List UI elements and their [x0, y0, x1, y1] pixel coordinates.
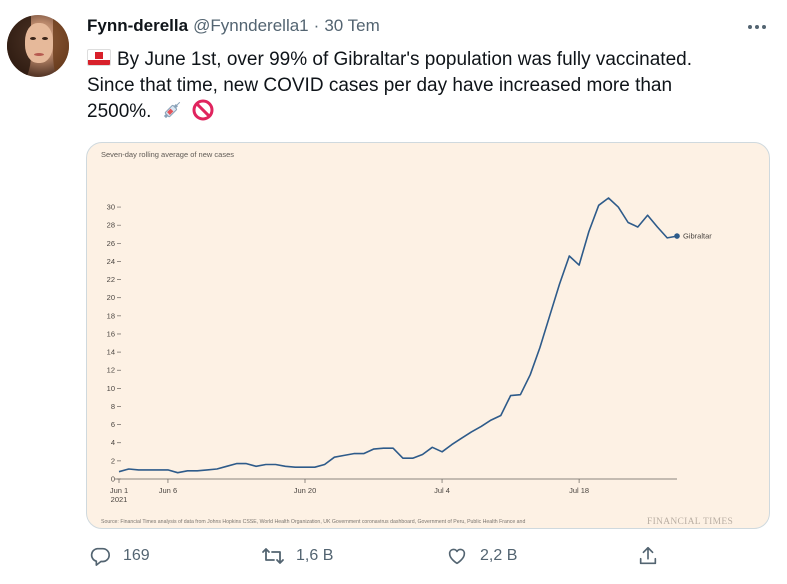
prohibited-icon: [192, 99, 214, 129]
ft-brand: FINANCIAL TIMES: [647, 517, 733, 527]
y-tick-label: 8: [111, 402, 115, 411]
tweet-text: By June 1st, over 99% of Gibraltar's pop…: [87, 47, 767, 129]
syringe-icon: [161, 99, 183, 129]
x-axis: Jun 1 Jun 6 Jun 20 Jul 4 Jul 18 2021: [110, 479, 589, 504]
tweet-actions: 169 1,6 B 2,2 B: [87, 540, 767, 572]
x-tick-label: Jun 1: [110, 486, 128, 495]
chart-source: Source: Financial Times analysis of data…: [101, 519, 525, 525]
more-icon: [748, 25, 752, 29]
like-icon: [444, 543, 470, 569]
user-handle[interactable]: @Fynnderella1: [193, 16, 309, 35]
y-tick-label: 0: [111, 475, 115, 484]
tweet-text-line1: By June 1st, over 99% of Gibraltar's pop…: [117, 49, 692, 70]
series-label-gibraltar: Gibraltar: [683, 232, 712, 241]
tweet-time[interactable]: 30 Tem: [324, 16, 380, 35]
like-button[interactable]: 2,2 B: [444, 540, 517, 572]
y-tick-label: 22: [107, 275, 115, 284]
more-options-button[interactable]: [742, 12, 772, 42]
y-tick-label: 18: [107, 311, 115, 320]
y-tick-label: 12: [107, 366, 115, 375]
avatar[interactable]: [7, 15, 69, 77]
y-tick-label: 28: [107, 221, 115, 230]
reply-count: 169: [123, 547, 150, 564]
x-tick-label: Jun 20: [294, 486, 317, 495]
retweet-count: 1,6 B: [296, 547, 334, 564]
x-tick-label: Jul 4: [434, 486, 450, 495]
chart-title: Seven-day rolling average of new cases: [101, 150, 234, 159]
share-button[interactable]: [635, 540, 661, 572]
retweet-button[interactable]: 1,6 B: [260, 540, 333, 572]
y-tick-label: 14: [107, 348, 115, 357]
y-tick-label: 30: [107, 203, 115, 212]
x-tick-label: Jun 6: [159, 486, 177, 495]
y-tick-label: 26: [107, 239, 115, 248]
tweet-text-line3: 2500%.: [87, 101, 152, 122]
y-tick-label: 10: [107, 384, 115, 393]
y-tick-label: 24: [107, 257, 115, 266]
x-year-label: 2021: [111, 495, 128, 504]
series-end-point: [674, 233, 680, 239]
like-count: 2,2 B: [480, 547, 518, 564]
line-chart: Seven-day rolling average of new cases 0…: [101, 150, 733, 527]
y-tick-label: 16: [107, 329, 115, 338]
y-tick-label: 20: [107, 293, 115, 302]
display-name[interactable]: Fynn-derella: [87, 16, 189, 35]
x-tick-label: Jul 18: [569, 486, 589, 495]
gibraltar-flag-icon: [87, 49, 111, 66]
chart-image[interactable]: Seven-day rolling average of new cases 0…: [86, 142, 770, 529]
separator: ·: [313, 16, 320, 35]
tweet-header: Fynn-derella @Fynnderella1 · 30 Tem: [87, 16, 380, 40]
y-tick-label: 2: [111, 456, 115, 465]
share-icon: [635, 543, 661, 569]
reply-icon: [87, 543, 113, 569]
retweet-icon: [260, 543, 286, 569]
series-line-gibraltar: [118, 197, 678, 474]
tweet-text-line2: Since that time, new COVID cases per day…: [87, 75, 673, 96]
reply-button[interactable]: 169: [87, 540, 150, 572]
y-tick-label: 6: [111, 420, 115, 429]
y-tick-label: 4: [111, 438, 115, 447]
